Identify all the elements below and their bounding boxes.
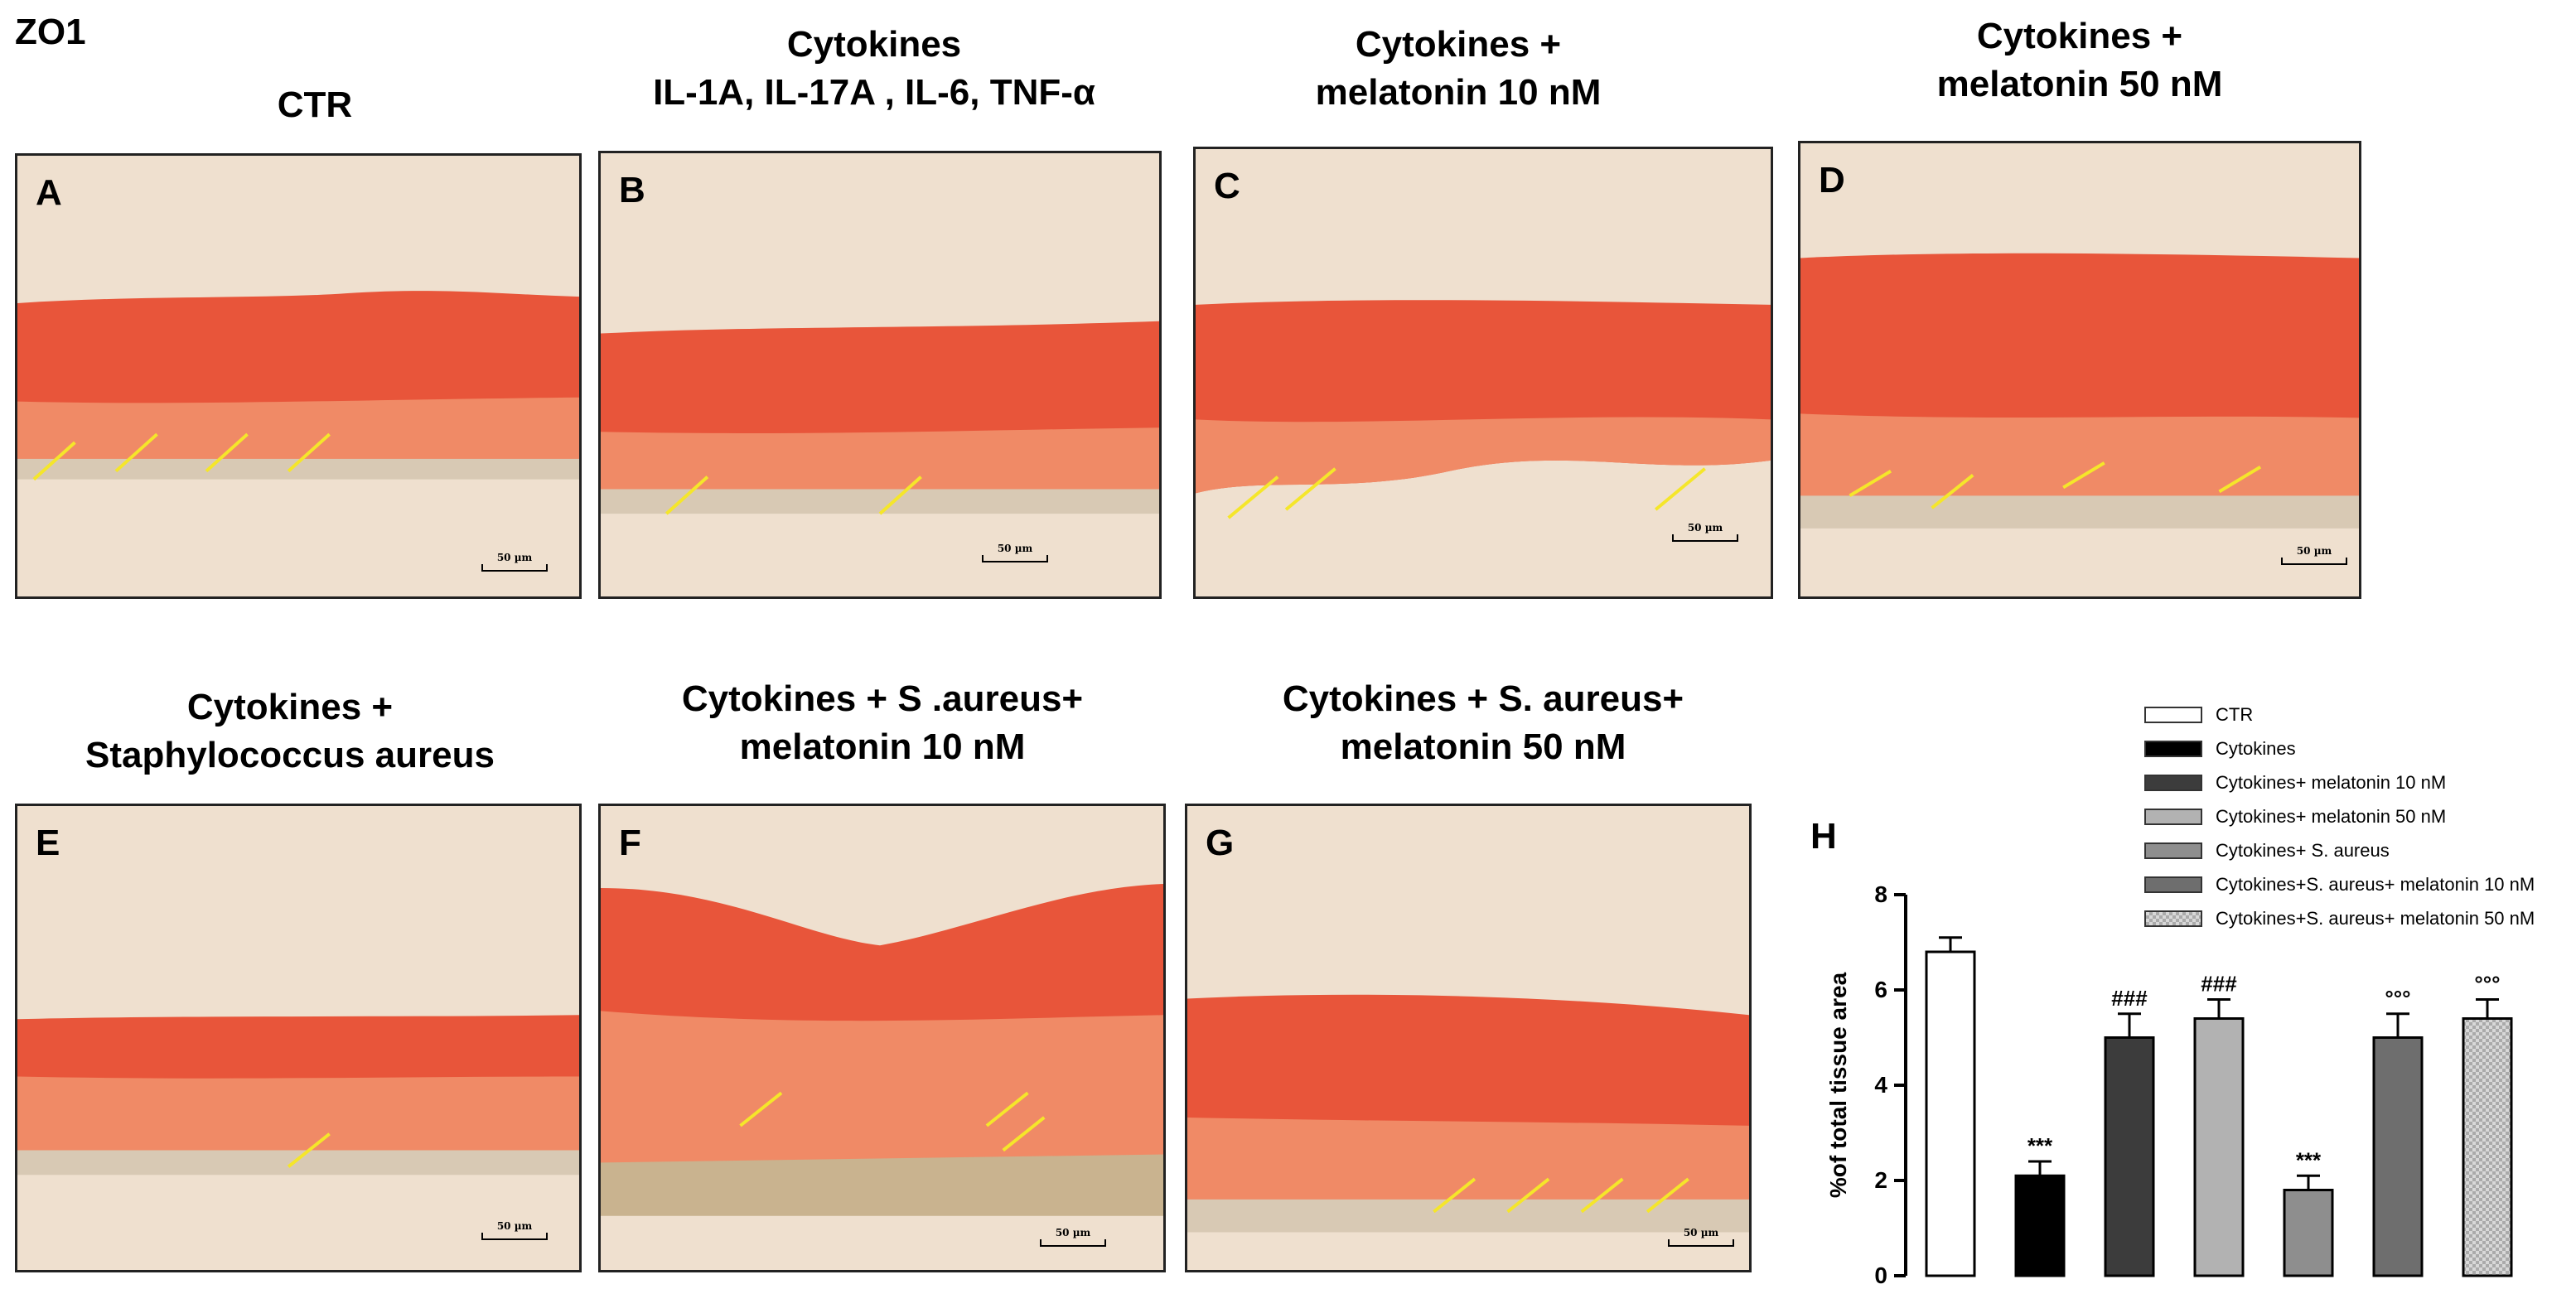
y-tick-label: 2 bbox=[1874, 1167, 1887, 1193]
micrograph-panel-a: A 50 µm bbox=[15, 153, 582, 599]
legend-label: CTR bbox=[2216, 703, 2254, 725]
tissue-image bbox=[17, 1015, 579, 1176]
significance-label: ### bbox=[2201, 972, 2237, 997]
legend-swatch bbox=[2144, 774, 2202, 791]
micrograph-panel-d: D 50 µm bbox=[1798, 141, 2361, 599]
scale-bar: 50 µm bbox=[481, 1220, 548, 1240]
legend-label: Cytokines+S. aureus+ melatonin 10 nM bbox=[2216, 873, 2535, 895]
micrograph-panel-f: F 50 µm bbox=[598, 804, 1166, 1272]
significance-label: °°° bbox=[2385, 986, 2410, 1011]
legend-label: Cytokines bbox=[2216, 737, 2296, 759]
legend-label: Cytokines+ melatonin 50 nM bbox=[2216, 805, 2447, 827]
y-axis-label: %of total tissue area bbox=[1825, 972, 1851, 1198]
scale-bar: 50 µm bbox=[2281, 545, 2347, 565]
tissue-image bbox=[601, 321, 1159, 515]
legend-swatch bbox=[2144, 842, 2202, 859]
bar-6 bbox=[2372, 1036, 2424, 1277]
legend-entry: Cytokines bbox=[2144, 731, 2575, 765]
scale-bar: 50 µm bbox=[1672, 522, 1738, 542]
legend-swatch bbox=[2144, 910, 2202, 927]
tissue-image bbox=[1187, 994, 1749, 1233]
legend-swatch bbox=[2144, 876, 2202, 893]
bar-1 bbox=[1925, 950, 1976, 1277]
micrograph-panel-g: G 50 µm bbox=[1185, 804, 1752, 1272]
bar-5 bbox=[2283, 1189, 2334, 1277]
panel-letter: F bbox=[619, 823, 641, 863]
tissue-image bbox=[1800, 253, 2359, 529]
significance-label: *** bbox=[2296, 1147, 2322, 1172]
tissue-image bbox=[1196, 300, 1771, 519]
legend-label: Cytokines+ melatonin 10 nM bbox=[2216, 771, 2447, 793]
panel-h-letter: H bbox=[1810, 816, 1837, 857]
tissue-image bbox=[17, 291, 579, 481]
bar-7 bbox=[2462, 1017, 2513, 1277]
panel-f-header: Cytokines + S .aureus+ melatonin 10 nM bbox=[681, 678, 1084, 767]
panel-letter: G bbox=[1206, 823, 1235, 863]
legend-swatch bbox=[2144, 808, 2202, 825]
legend-entry: Cytokines+ melatonin 10 nM bbox=[2144, 765, 2575, 799]
legend-entry: CTR bbox=[2144, 698, 2575, 731]
figure-label: ZO1 bbox=[15, 12, 86, 52]
legend-entry: Cytokines+S. aureus+ melatonin 50 nM bbox=[2144, 901, 2575, 935]
y-tick-label: 8 bbox=[1874, 881, 1887, 907]
y-tick-label: 0 bbox=[1874, 1262, 1887, 1284]
panel-b-header: Cytokines IL-1A, IL-17A , IL-6, TNF-α bbox=[653, 24, 1095, 113]
legend-entry: Cytokines+ S. aureus bbox=[2144, 833, 2575, 867]
bar-4 bbox=[2193, 1017, 2245, 1277]
y-tick-label: 6 bbox=[1874, 977, 1887, 1002]
scale-bar: 50 µm bbox=[1040, 1227, 1106, 1247]
scale-bar: 50 µm bbox=[982, 543, 1048, 562]
legend-swatch bbox=[2144, 740, 2202, 757]
significance-label: ### bbox=[2111, 986, 2148, 1011]
significance-label: °°° bbox=[2474, 972, 2500, 997]
micrograph-panel-c: C 50 µm bbox=[1193, 147, 1773, 599]
panel-letter: E bbox=[36, 823, 60, 863]
tissue-image bbox=[601, 883, 1163, 1216]
chart-legend: CTR Cytokines Cytokines+ melatonin 10 nM Cy… bbox=[2144, 698, 2575, 935]
panel-d-header: Cytokines + melatonin 50 nM bbox=[1936, 16, 2223, 104]
panel-c-header: Cytokines + melatonin 10 nM bbox=[1315, 24, 1602, 113]
panel-letter: C bbox=[1214, 166, 1240, 206]
significance-label: *** bbox=[2027, 1133, 2053, 1158]
legend-label: Cytokines+ S. aureus bbox=[2216, 839, 2390, 861]
panel-letter: A bbox=[36, 172, 62, 213]
panel-letter: B bbox=[619, 170, 645, 210]
scale-bar: 50 µm bbox=[1668, 1227, 1734, 1247]
legend-entry: Cytokines+S. aureus+ melatonin 10 nM bbox=[2144, 867, 2575, 901]
panel-e-header: Cytokines + Staphylococcus aureus bbox=[85, 687, 495, 775]
legend-label: Cytokines+S. aureus+ melatonin 50 nM bbox=[2216, 907, 2535, 929]
scale-bar: 50 µm bbox=[481, 552, 548, 572]
y-tick-label: 4 bbox=[1874, 1072, 1887, 1098]
bar-3 bbox=[2104, 1036, 2155, 1277]
legend-swatch bbox=[2144, 706, 2202, 723]
bar-chart: 0 2 4 6 8 %of total tissue area *** ### ### *** °°… bbox=[1825, 881, 2513, 1284]
panel-letter: D bbox=[1819, 160, 1845, 200]
bar-2 bbox=[2014, 1174, 2066, 1277]
micrograph-panel-e: E 50 µm bbox=[15, 804, 582, 1272]
micrograph-panel-b: B 50 µm bbox=[598, 151, 1162, 599]
panel-g-header: Cytokines + S. aureus+ melatonin 50 nM bbox=[1282, 678, 1684, 767]
panel-a-header: CTR bbox=[277, 84, 353, 125]
legend-entry: Cytokines+ melatonin 50 nM bbox=[2144, 799, 2575, 833]
